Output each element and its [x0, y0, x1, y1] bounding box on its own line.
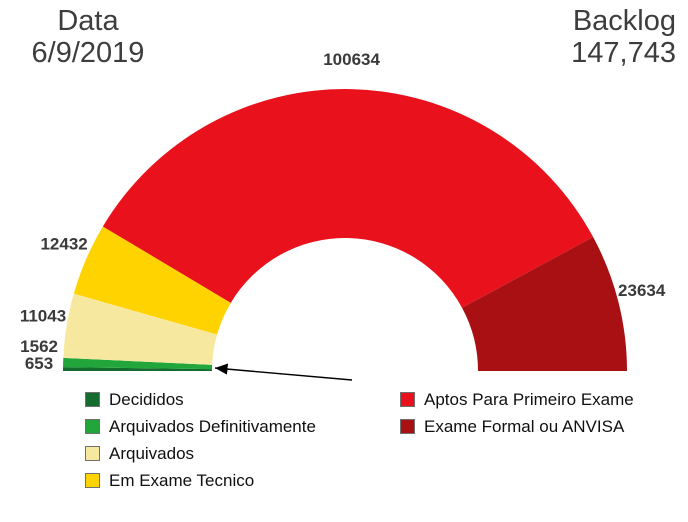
segment-exame-formal-ou-anvisa: [462, 237, 627, 371]
backlog-block: Backlog 147,743: [571, 5, 676, 70]
date-block: Data 6/9/2019: [18, 5, 158, 70]
legend-item-aptos-para-primeiro-exame: Aptos Para Primeiro Exame: [400, 386, 634, 413]
legend-swatch-icon: [400, 419, 415, 434]
legend-swatch-icon: [400, 392, 415, 407]
date-label: Data: [57, 5, 119, 37]
legend-item-em-exame-tecnico: Em Exame Tecnico: [85, 467, 400, 494]
legend-item-arquivados-definitivamente: Arquivados Definitivamente: [85, 413, 400, 440]
segment-value-label: 23634: [618, 281, 666, 300]
segment-value-label: 11043: [20, 307, 66, 326]
legend-label: Arquivados: [109, 443, 195, 463]
segment-em-exame-tecnico: [73, 226, 231, 335]
legend-label: Arquivados Definitivamente: [109, 416, 316, 436]
legend-label: Exame Formal ou ANVISA: [424, 416, 625, 436]
segment-decididos: [63, 367, 213, 371]
segment-aptos-para-primeiro-exame: [102, 89, 594, 308]
legend-label: Aptos Para Primeiro Exame: [424, 389, 634, 409]
segment-arquivados-definitivamente: [63, 357, 213, 370]
legend-swatch-icon: [85, 473, 100, 488]
pointer-arrow: [214, 363, 353, 381]
legend-item-arquivados: Arquivados: [85, 440, 400, 467]
donut-segments: [63, 89, 627, 371]
legend-label: Em Exame Tecnico: [109, 470, 255, 490]
legend-swatch-icon: [85, 419, 100, 434]
legend-item-exame-formal-ou-anvisa: Exame Formal ou ANVISA: [400, 413, 634, 440]
legend-label: Decididos: [109, 389, 184, 409]
backlog-value: 147,743: [571, 36, 676, 69]
legend-column-left: Decididos Arquivados Definitivamente Arqui…: [85, 386, 400, 494]
backlog-label: Backlog: [572, 5, 676, 37]
segment-value-label: 12432: [40, 235, 87, 254]
chart-legend: Decididos Arquivados Definitivamente Arqui…: [85, 386, 634, 494]
segment-value-label: 653: [25, 354, 53, 373]
segment-value-label: 100634: [323, 50, 380, 69]
legend-item-decididos: Decididos: [85, 386, 400, 413]
legend-swatch-icon: [85, 392, 100, 407]
segment-value-label: 1562: [20, 337, 58, 356]
legend-swatch-icon: [85, 446, 100, 461]
date-value: 6/9/2019: [31, 36, 145, 69]
legend-column-right: Aptos Para Primeiro Exame Exame Formal ou…: [400, 386, 634, 494]
segment-arquivados: [63, 293, 218, 365]
